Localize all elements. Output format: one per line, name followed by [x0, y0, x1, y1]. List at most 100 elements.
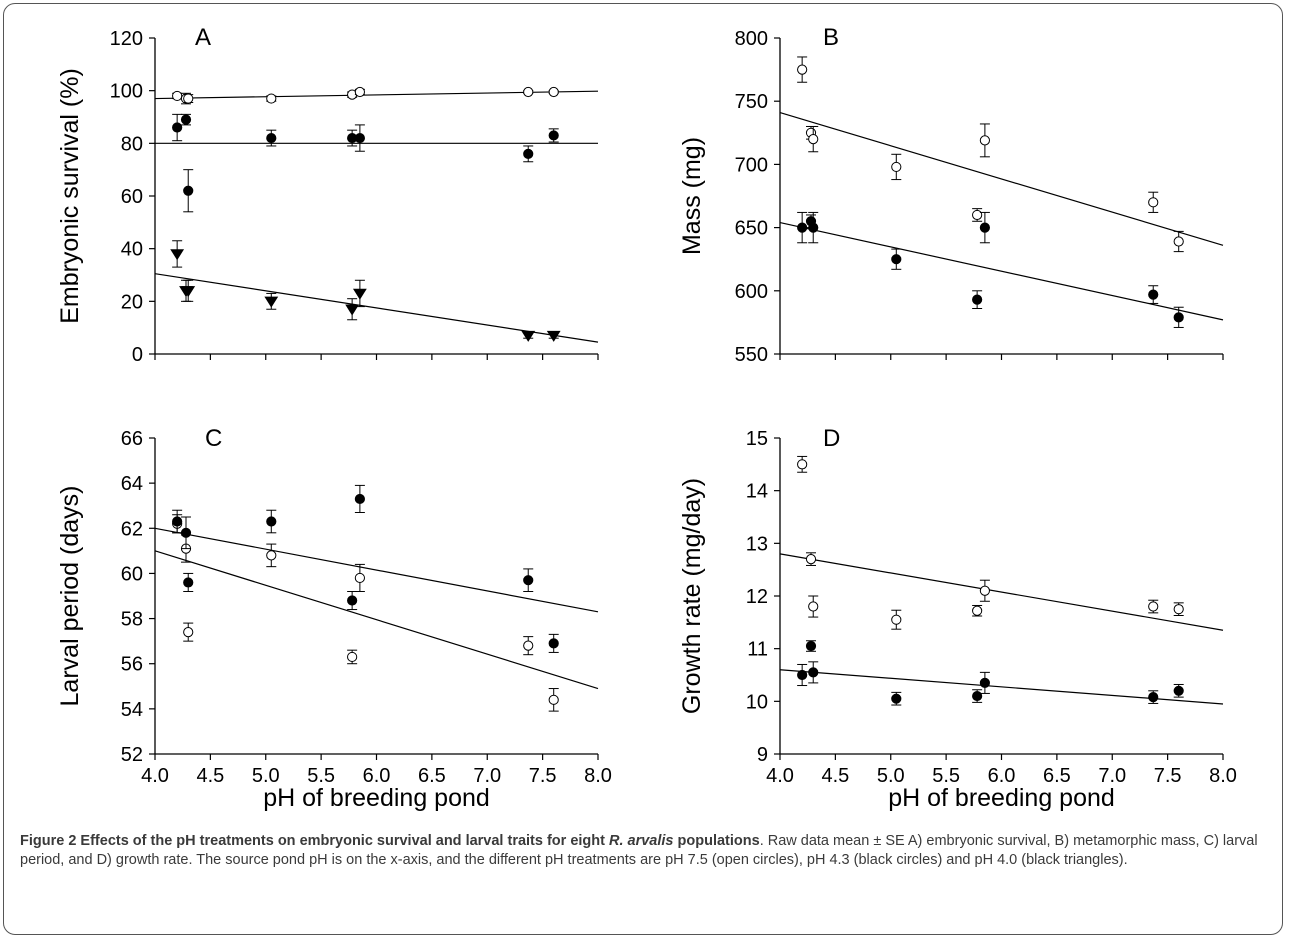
data-point — [1173, 685, 1184, 696]
data-point — [266, 516, 277, 527]
x-tick-label: 4.5 — [196, 765, 224, 787]
y-tick-label: 600 — [735, 281, 768, 303]
data-point — [805, 640, 817, 652]
data-point — [808, 134, 819, 145]
data-point — [979, 677, 990, 689]
y-tick-label: 0 — [132, 344, 143, 366]
data-point — [266, 132, 277, 144]
data-point — [1173, 604, 1184, 615]
y-axis-label: Growth rate (mg/day) — [678, 478, 706, 714]
x-tick-label: 6.5 — [1043, 765, 1071, 787]
data-point — [808, 222, 819, 233]
data-point — [354, 132, 365, 144]
y-tick-label: 52 — [121, 744, 143, 766]
data-point — [808, 601, 819, 612]
figure-panels: 0 20 40 60 80 100 120 A Embryonic survival (%) 55… — [56, 24, 1237, 812]
fit-line — [154, 527, 599, 613]
y-tick-label: 80 — [121, 133, 143, 155]
y-tick-label: 62 — [121, 518, 143, 540]
series-filled-circle — [155, 113, 598, 213]
x-tick-label: 4.0 — [141, 765, 169, 787]
x-tick-label: 5.5 — [307, 765, 335, 787]
y-tick-label: 40 — [121, 239, 143, 261]
data-point — [352, 288, 367, 300]
data-point — [1148, 692, 1159, 703]
data-point — [354, 493, 365, 505]
x-tick-label: 8.0 — [1209, 765, 1237, 787]
x-tick-label: 8.0 — [584, 765, 612, 787]
y-tick-label: 14 — [746, 481, 768, 503]
data-point — [523, 575, 534, 586]
series-filled-circle — [779, 640, 1224, 706]
caption-body: . Raw data mean ± SE A) embryonic surviv… — [20, 833, 1258, 868]
data-point — [354, 572, 365, 584]
fit-line — [154, 273, 599, 343]
data-point — [972, 690, 983, 702]
data-point — [1148, 197, 1159, 208]
x-tick-label: 5.0 — [252, 765, 280, 787]
series-open-circle — [154, 514, 599, 712]
data-point — [548, 86, 559, 98]
data-point — [170, 249, 185, 261]
x-tick-label: 4.0 — [766, 765, 794, 787]
data-point — [1173, 312, 1184, 323]
panel-letter: C — [205, 425, 222, 452]
data-point — [972, 294, 983, 305]
data-point — [891, 161, 902, 173]
y-axis-label: Larval period (days) — [56, 486, 84, 707]
data-point — [891, 693, 902, 704]
x-tick-label: 7.0 — [1098, 765, 1126, 787]
panel-letter: D — [823, 425, 840, 452]
data-point — [979, 585, 990, 596]
data-point — [345, 304, 360, 316]
data-point — [354, 86, 365, 98]
data-point — [548, 130, 559, 141]
data-point — [172, 122, 183, 133]
panel-b: 550 600 650 700 750 800 B Mass (mg) — [678, 24, 1224, 366]
data-point — [1148, 289, 1159, 300]
data-point — [183, 93, 194, 104]
figure-caption: Figure 2 Effects of the pH treatments on… — [20, 832, 1270, 870]
figure-frame — [3, 3, 1283, 935]
series-open-circle — [779, 455, 1224, 631]
y-tick-label: 58 — [121, 609, 143, 631]
fit-line — [779, 221, 1224, 321]
y-tick-label: 64 — [121, 473, 143, 495]
x-tick-label: 5.5 — [932, 765, 960, 787]
data-point — [266, 550, 277, 561]
series-filled-triangle — [154, 240, 599, 343]
panel-a: 0 20 40 60 80 100 120 A Embryonic survival (%) — [56, 24, 599, 366]
x-tick-label: 7.5 — [529, 765, 557, 787]
data-point — [805, 554, 817, 565]
y-tick-label: 9 — [757, 744, 768, 766]
data-point — [266, 93, 277, 104]
data-point — [172, 516, 183, 527]
y-tick-label: 100 — [110, 81, 143, 103]
x-tick-label: 7.5 — [1154, 765, 1182, 787]
data-point — [548, 694, 559, 705]
fit-line — [779, 112, 1224, 246]
data-point — [172, 90, 183, 102]
data-point — [264, 296, 279, 308]
data-point — [180, 527, 192, 538]
data-point — [972, 605, 983, 616]
x-tick-label: 7.0 — [473, 765, 501, 787]
x-axis-label: pH of breeding pond — [263, 784, 490, 812]
y-tick-label: 700 — [735, 154, 768, 176]
y-tick-label: 20 — [121, 291, 143, 313]
fit-line — [779, 553, 1224, 631]
data-point — [797, 64, 808, 75]
fit-line — [154, 550, 599, 690]
data-point — [180, 114, 192, 125]
panel-d: 9 10 11 12 13 14 15 4.0 4.5 5.0 5.5 6.0 6.5 7.0 7.5 8.0… — [678, 425, 1237, 812]
x-tick-label: 6.0 — [363, 765, 391, 787]
data-point — [521, 330, 536, 342]
data-point — [1148, 601, 1159, 612]
data-point — [972, 209, 983, 221]
data-point — [891, 614, 902, 625]
series-open-circle — [779, 56, 1224, 253]
data-point — [183, 185, 194, 196]
y-tick-label: 66 — [121, 428, 143, 450]
data-point — [979, 222, 990, 233]
y-tick-label: 800 — [735, 28, 768, 50]
